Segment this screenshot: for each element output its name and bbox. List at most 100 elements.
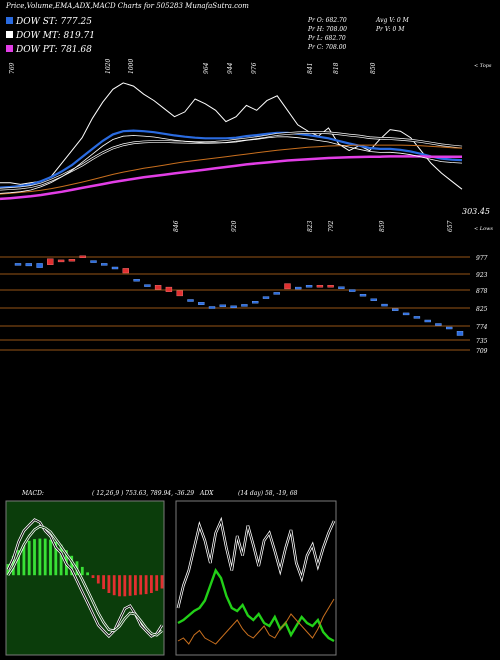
candle bbox=[424, 319, 431, 323]
volume: Pr V: 0 M bbox=[375, 26, 405, 33]
candles bbox=[14, 255, 464, 336]
price-open: Pr O: 682.70 bbox=[307, 17, 347, 24]
dow-legend: DOW ST: 777.25 DOW MT: 819.71 DOW PT: 78… bbox=[6, 17, 95, 55]
last-value-label: 303.45 bbox=[462, 207, 490, 216]
macd-histogram-bar bbox=[107, 575, 111, 593]
adx-line-inner bbox=[177, 519, 335, 609]
candle bbox=[456, 331, 464, 336]
candle bbox=[133, 279, 140, 282]
candle bbox=[392, 308, 399, 311]
legend-swatch-mt bbox=[6, 31, 13, 38]
candle bbox=[251, 301, 259, 304]
bottom-annotations: 846 920 823 792 859 657 bbox=[173, 220, 454, 232]
price-line bbox=[0, 82, 463, 190]
candle bbox=[198, 302, 205, 305]
adx-panel-background bbox=[175, 500, 337, 656]
level-label: 735 bbox=[476, 338, 488, 345]
avg-volume: Avg V: 0 M bbox=[375, 17, 410, 24]
candle bbox=[402, 312, 410, 316]
macd-histogram-bar bbox=[49, 539, 52, 576]
macd-histogram-bar bbox=[17, 550, 20, 576]
candle bbox=[111, 266, 119, 270]
macd-histogram-bar bbox=[134, 575, 137, 596]
minus-di-line bbox=[177, 598, 335, 645]
macd-histogram-bar bbox=[96, 575, 100, 584]
candle bbox=[165, 286, 173, 292]
bottom-annotation: 792 bbox=[328, 220, 335, 232]
page-title: Price,Volume,EMA,ADX,MACD Charts for 505… bbox=[5, 2, 249, 10]
legend-swatch-st bbox=[6, 17, 13, 24]
candle bbox=[413, 316, 421, 319]
adx-lines bbox=[176, 516, 336, 645]
candle bbox=[262, 296, 270, 299]
candle bbox=[144, 284, 151, 287]
bottom-annotation: 823 bbox=[307, 220, 314, 232]
level-label: 709 bbox=[476, 348, 488, 355]
macd-histogram-bar bbox=[38, 538, 42, 576]
candle bbox=[122, 268, 130, 274]
price-ema-lines bbox=[0, 82, 463, 201]
candle bbox=[370, 298, 377, 301]
top-annotations: 769 1020 1000 964 944 976 841 818 850 bbox=[9, 59, 377, 74]
macd-histogram-bar bbox=[102, 575, 105, 590]
level-label: 774 bbox=[476, 324, 488, 331]
ema-line-1 bbox=[0, 129, 463, 189]
candle bbox=[284, 283, 291, 290]
macd-values: ( 12,26,9 ) 753.63, 789.94, -36.29 bbox=[92, 490, 194, 497]
candle bbox=[219, 304, 227, 307]
level-label: 825 bbox=[476, 306, 488, 313]
candle bbox=[68, 259, 76, 262]
candle bbox=[273, 292, 280, 295]
candle bbox=[154, 285, 162, 290]
candle bbox=[327, 285, 334, 288]
plus-di-line bbox=[177, 567, 335, 643]
macd-histogram-bar bbox=[150, 575, 153, 593]
price-high: Pr H: 708.00 bbox=[307, 26, 347, 33]
macd-label: MACD: bbox=[21, 490, 44, 497]
bottom-annotation: 859 bbox=[379, 220, 386, 232]
macd-histogram-bar bbox=[86, 572, 89, 576]
top-annotation: 769 bbox=[9, 62, 16, 74]
bottom-annotation: 657 bbox=[447, 220, 454, 232]
legend-dow-pt: DOW PT: 781.68 bbox=[15, 45, 92, 55]
candle bbox=[305, 285, 313, 288]
macd-histogram-bar bbox=[70, 555, 74, 576]
candle bbox=[90, 260, 97, 263]
candle bbox=[359, 294, 367, 297]
price-levels: 977 923 878 825 774 735 709 bbox=[0, 255, 488, 355]
macd-histogram-bar bbox=[123, 575, 127, 597]
macd-histogram-bar bbox=[128, 575, 132, 596]
candle bbox=[381, 303, 388, 307]
bottom-annotation: 846 bbox=[173, 220, 180, 232]
macd-histogram-bar bbox=[27, 540, 31, 576]
macd-panel-background bbox=[5, 500, 165, 656]
candle bbox=[25, 263, 32, 267]
candle bbox=[100, 263, 108, 266]
candle bbox=[208, 306, 216, 309]
adx-label: ADX bbox=[199, 490, 214, 497]
ema-line-4 bbox=[0, 155, 462, 201]
top-annotation: 964 bbox=[203, 62, 210, 74]
candle bbox=[230, 305, 237, 308]
macd-histogram-bar bbox=[139, 575, 143, 595]
macd-histogram-bar bbox=[112, 575, 116, 596]
level-label: 977 bbox=[476, 255, 488, 262]
ohlc-readout: Pr O: 682.70 Pr H: 708.00 Pr L: 682.70 P… bbox=[307, 17, 410, 51]
ema-envelope-line bbox=[0, 135, 463, 194]
candle bbox=[446, 326, 453, 330]
macd-histogram-bar bbox=[54, 541, 58, 576]
candle bbox=[79, 255, 86, 258]
lows-label: < Lows bbox=[474, 226, 493, 232]
macd-histogram-bar bbox=[33, 539, 36, 576]
adx-values: (14 day) 58, -19, 68 bbox=[238, 490, 298, 497]
level-label: 923 bbox=[476, 272, 488, 279]
macd-histogram-bar bbox=[22, 544, 26, 576]
candle bbox=[349, 289, 356, 292]
candle bbox=[36, 263, 43, 268]
macd-histogram-bar bbox=[118, 575, 121, 597]
top-annotation: 944 bbox=[227, 62, 234, 74]
candle bbox=[47, 258, 54, 265]
legend-dow-st: DOW ST: 777.25 bbox=[15, 17, 92, 27]
macd-histogram-bar bbox=[160, 575, 164, 589]
